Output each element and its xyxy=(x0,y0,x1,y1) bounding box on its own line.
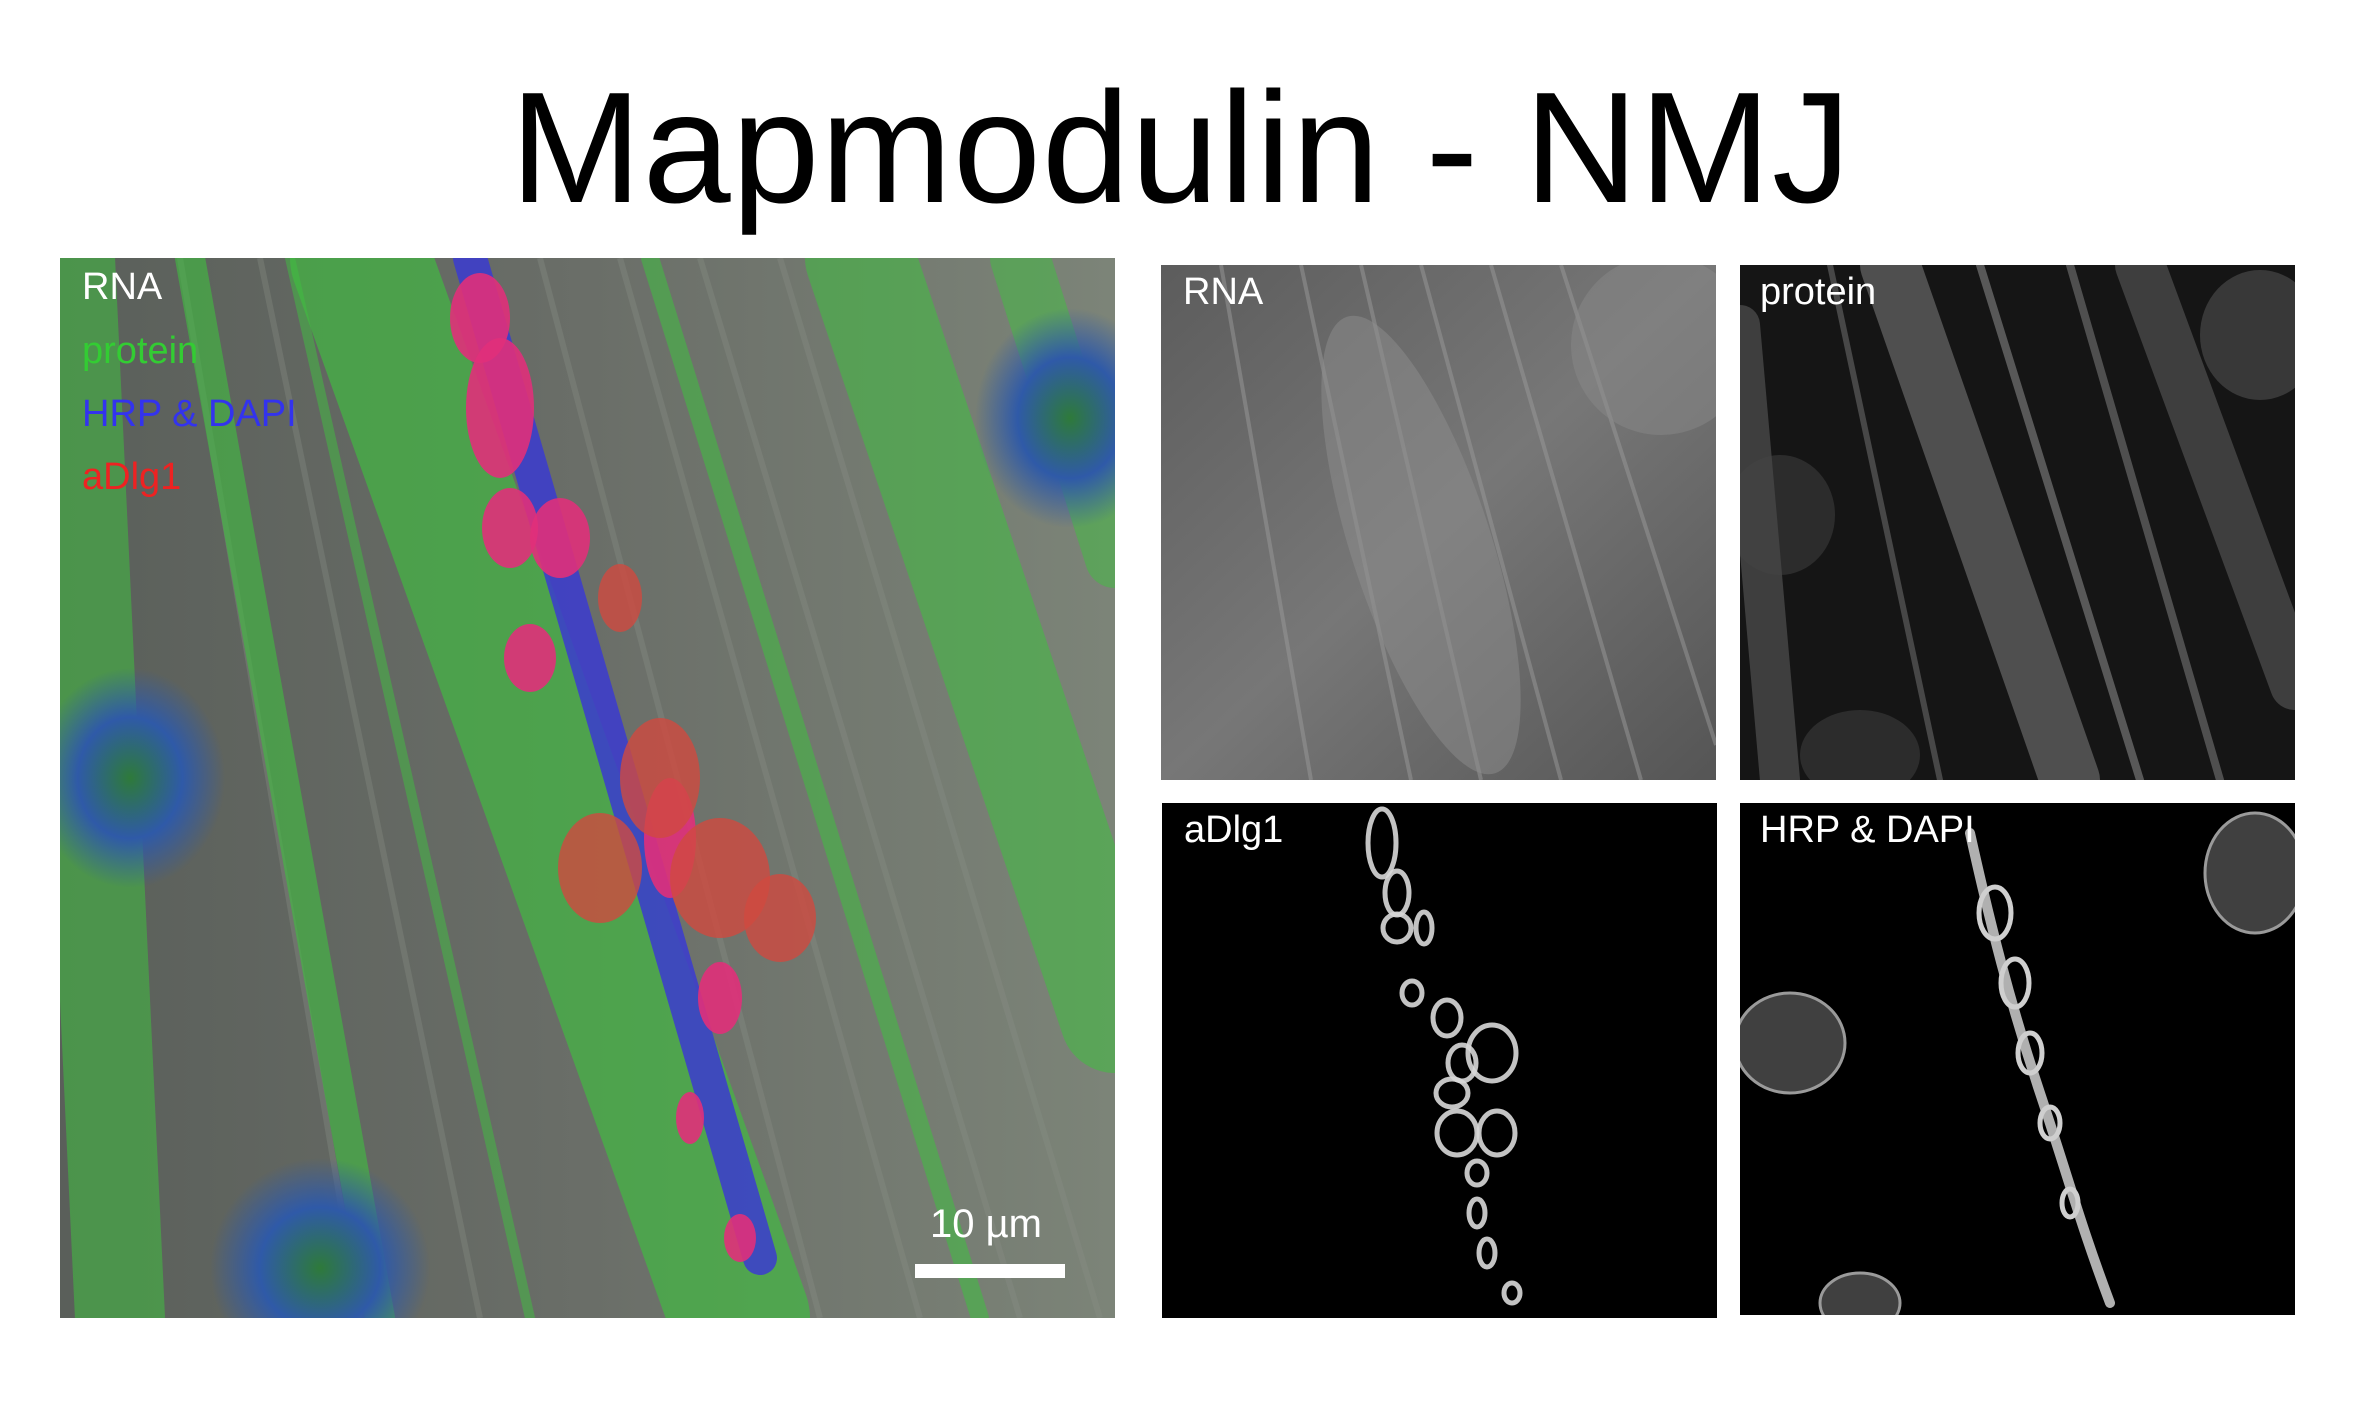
legend-protein: protein xyxy=(82,330,199,372)
scale-bar xyxy=(915,1264,1065,1278)
legend-hrp-dapi: HRP & DAPI xyxy=(82,393,297,435)
rna-panel-label: RNA xyxy=(1183,271,1264,313)
hrp-dapi-channel-image xyxy=(1740,803,2295,1315)
hrp-dapi-panel-label: HRP & DAPI xyxy=(1760,809,1975,851)
hrp-dapi-channel-panel: HRP & DAPI xyxy=(1740,803,2295,1315)
legend-rna: RNA xyxy=(82,266,163,308)
adlg1-channel-image xyxy=(1162,803,1717,1318)
protein-channel-panel: protein xyxy=(1740,265,2295,780)
merged-micrograph: RNA protein HRP & DAPI aDlg1 xyxy=(60,258,1115,1318)
adlg1-channel-panel: aDlg1 xyxy=(1162,803,1717,1318)
protein-channel-image xyxy=(1740,265,2295,780)
merged-image xyxy=(60,258,1115,1318)
figure-title: Mapmodulin - NMJ xyxy=(510,60,1852,236)
scale-bar-label: 10 µm xyxy=(930,1202,1042,1246)
legend-adlg1: aDlg1 xyxy=(82,456,182,498)
rna-channel-panel: RNA xyxy=(1161,265,1716,780)
protein-panel-label: protein xyxy=(1760,271,1877,313)
adlg1-panel-label: aDlg1 xyxy=(1184,809,1284,851)
rna-channel-image xyxy=(1161,265,1716,780)
